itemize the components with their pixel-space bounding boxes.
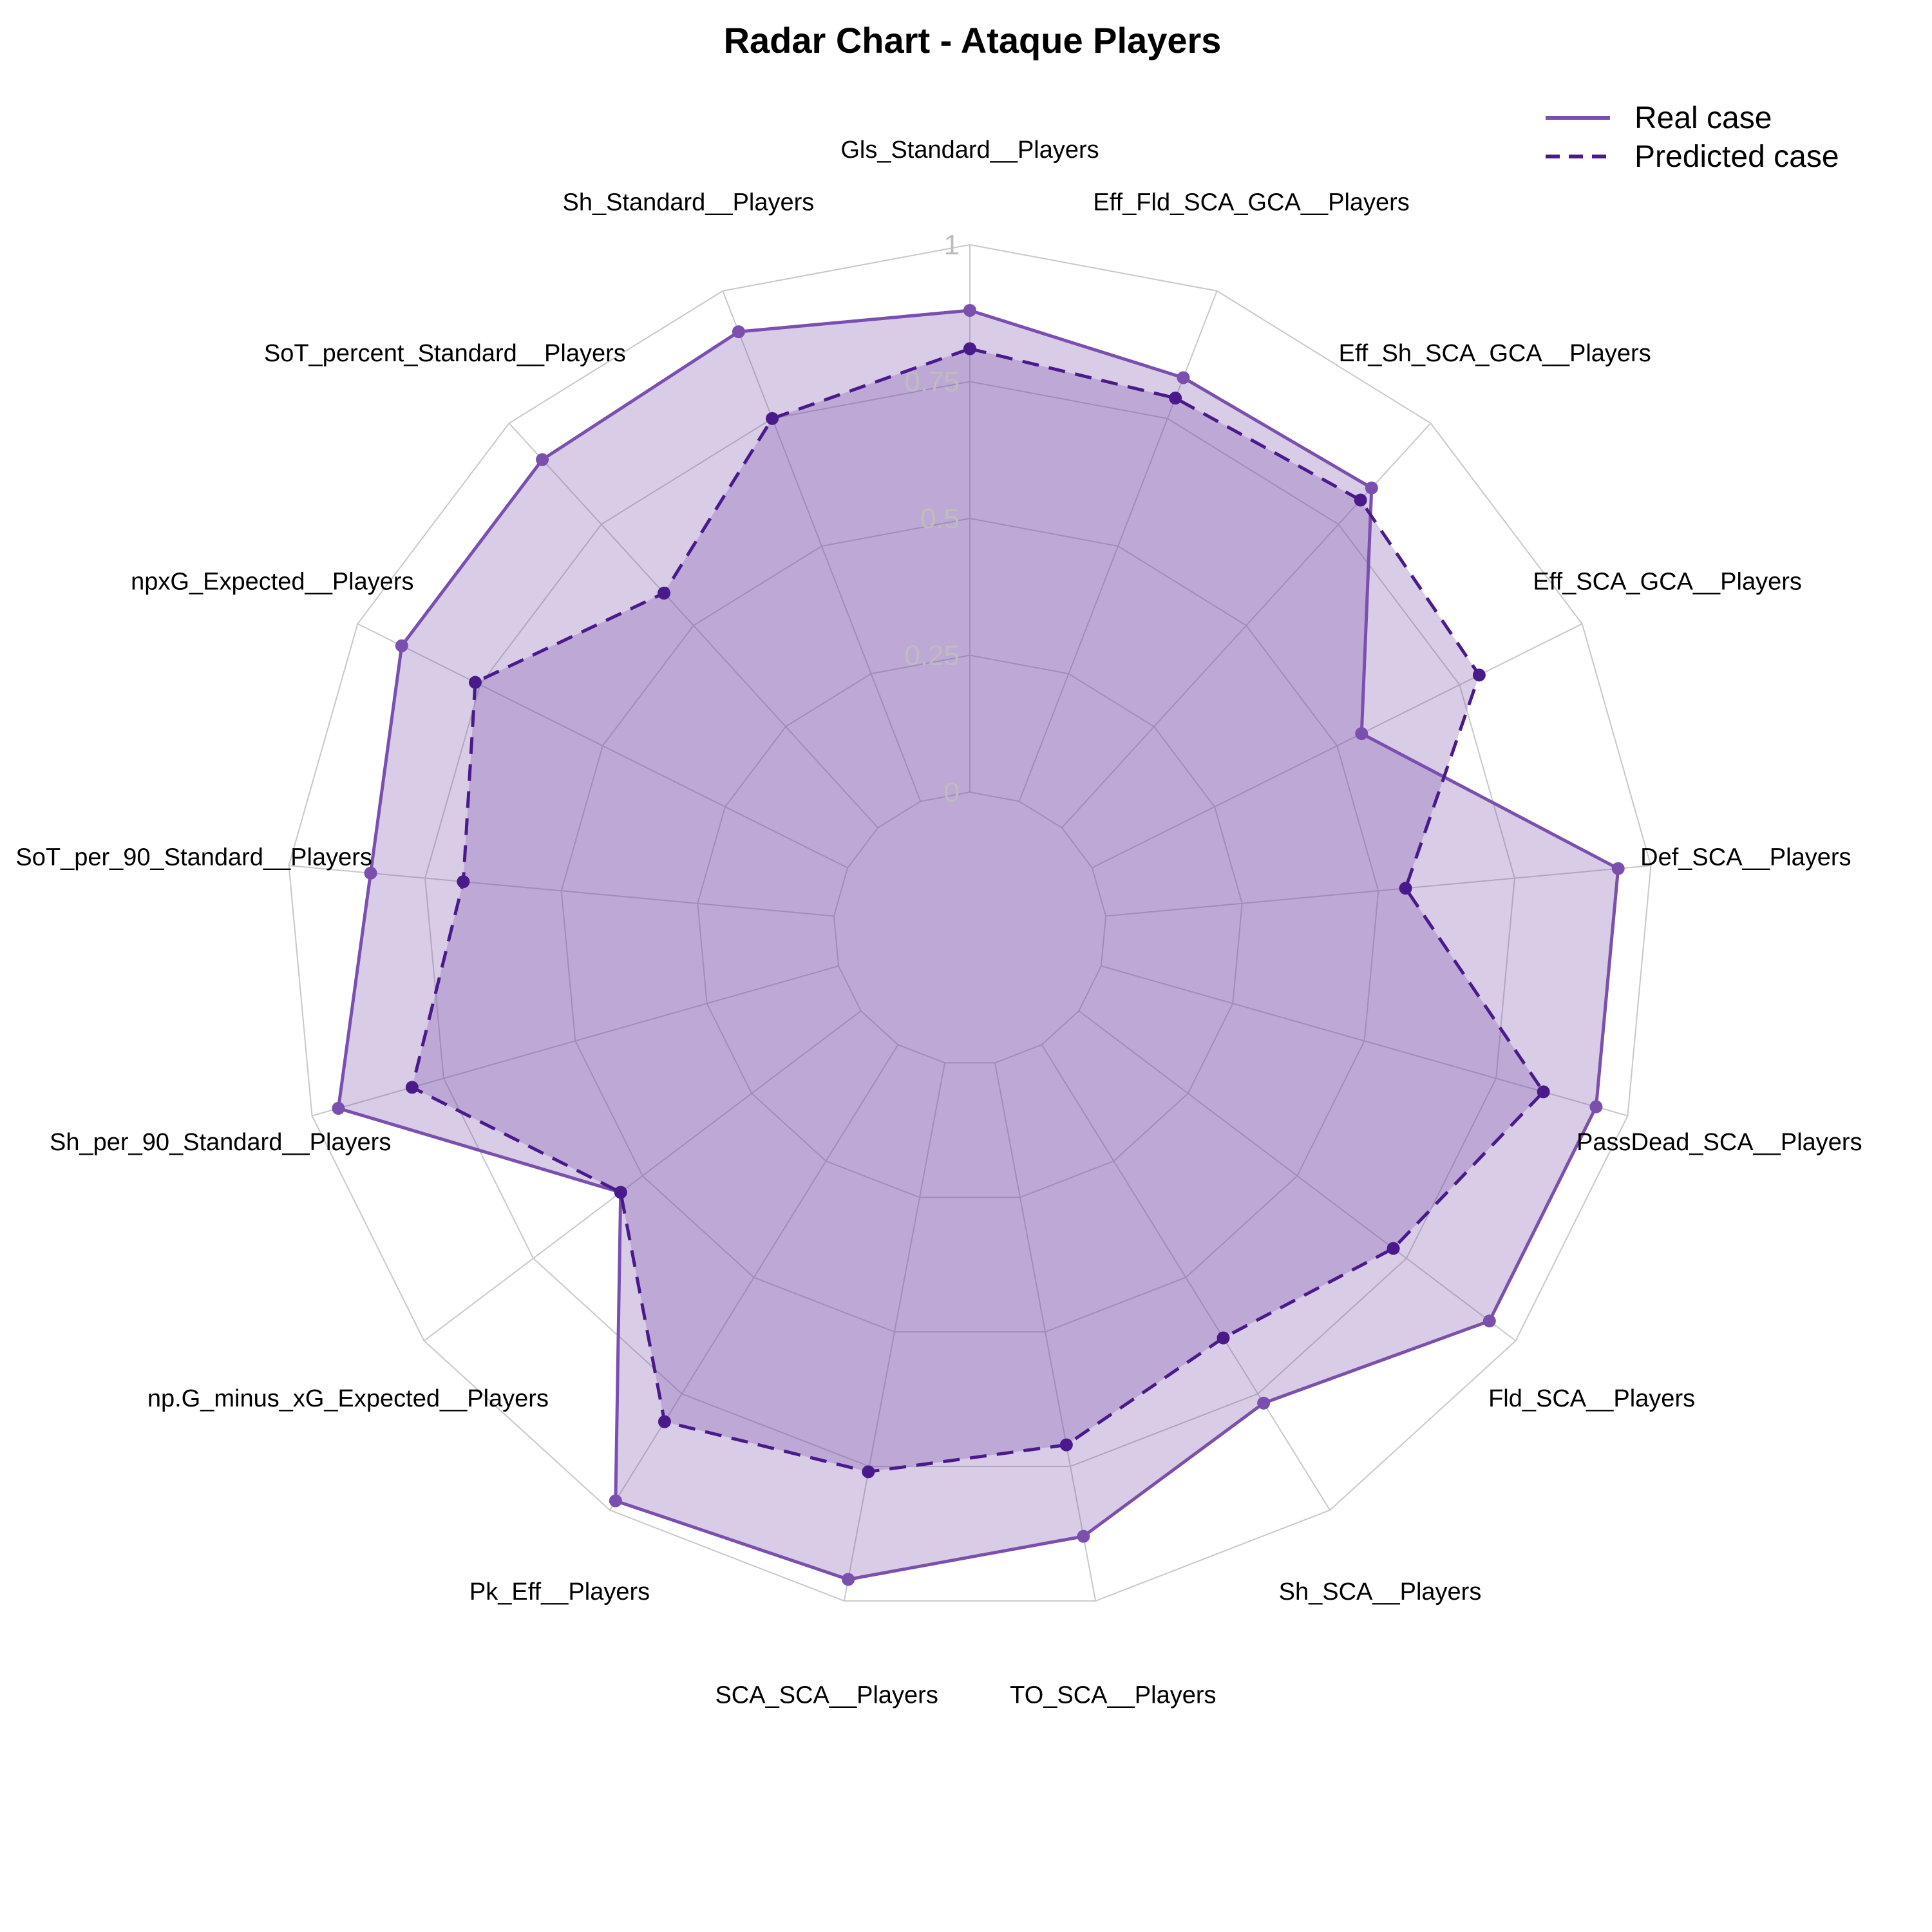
series-points xyxy=(332,304,1625,1586)
grid-spoke xyxy=(843,1063,946,1602)
axis-label: Sh_SCA__Players xyxy=(1279,1578,1482,1605)
grid-ring-2 xyxy=(560,517,1379,1333)
series-point-1 xyxy=(658,586,671,600)
series-point-0 xyxy=(609,1494,622,1508)
axis-label: npxG_Expected__Players xyxy=(131,569,413,596)
axis-label: np.G_minus_xG_Expected__Players xyxy=(147,1385,549,1412)
series-point-0 xyxy=(1589,1100,1603,1113)
axis-label: Def_SCA__Players xyxy=(1640,844,1851,871)
series-point-1 xyxy=(1354,493,1367,507)
grid-spoke xyxy=(994,1063,1097,1602)
grid-ring-4 xyxy=(288,243,1652,1602)
grid-spoke xyxy=(722,290,922,802)
axis-label: Eff_SCA_GCA__Players xyxy=(1533,569,1802,596)
series-point-0 xyxy=(1177,371,1190,384)
grid-spoke xyxy=(312,965,839,1117)
series-area-0 xyxy=(338,310,1618,1580)
series-line-0 xyxy=(336,308,1620,1581)
series-point-1 xyxy=(1387,1242,1400,1255)
grid-spoke xyxy=(289,865,834,917)
series-point-1 xyxy=(1217,1331,1230,1345)
axis-label: TO_SCA__Players xyxy=(1010,1681,1216,1709)
axis-label: PassDead_SCA__Players xyxy=(1577,1129,1862,1156)
tick-label: 0.5 xyxy=(920,503,960,535)
grid-spoke xyxy=(357,623,848,869)
tick-label: 0 xyxy=(944,777,960,808)
axis-label: Eff_Sh_SCA_GCA__Players xyxy=(1339,340,1651,367)
radar-grid xyxy=(288,243,1652,1602)
axis-label: SCA_SCA__Players xyxy=(715,1681,938,1709)
axis-label: Fld_SCA__Players xyxy=(1488,1385,1695,1412)
grid-spoke xyxy=(1041,1044,1331,1511)
series-point-1 xyxy=(457,875,470,889)
radial-tick-labels: 0 0.25 0.5 0.75 1 xyxy=(904,229,960,808)
series-point-0 xyxy=(1257,1396,1271,1410)
series-point-0 xyxy=(732,325,745,339)
grid-ring-1 xyxy=(697,654,1243,1198)
series-point-0 xyxy=(332,1101,345,1115)
axis-label: SoT_percent_Standard__Players xyxy=(264,340,626,367)
series-point-1 xyxy=(614,1186,627,1199)
grid-ring-3 xyxy=(424,381,1515,1468)
series-point-1 xyxy=(1169,392,1182,405)
grid-spoke xyxy=(1078,1010,1517,1341)
legend: Real case Predicted case xyxy=(1546,101,1839,174)
grid-spoke xyxy=(1092,623,1583,869)
series-point-1 xyxy=(766,412,779,425)
series-point-1 xyxy=(1472,668,1486,682)
series-point-0 xyxy=(842,1573,855,1586)
series-area-1 xyxy=(412,348,1544,1472)
axis-labels: Gls_Standard__Players Eff_Fld_SCA_GCA__Pl… xyxy=(15,137,1862,1709)
series-point-0 xyxy=(364,866,377,880)
axis-label: SoT_per_90_Standard__Players xyxy=(15,844,372,871)
series-point-0 xyxy=(1611,862,1625,875)
grid-spoke xyxy=(423,1010,862,1341)
series-point-1 xyxy=(405,1081,419,1094)
series-point-1 xyxy=(1399,882,1412,895)
series-point-0 xyxy=(1355,727,1368,741)
series-point-1 xyxy=(468,676,482,689)
series-point-1 xyxy=(1537,1085,1550,1099)
grid-spoke xyxy=(508,422,878,829)
axis-label: Sh_per_90_Standard__Players xyxy=(50,1129,391,1156)
legend-label-predicted: Predicted case xyxy=(1634,140,1839,174)
grid-ring-0 xyxy=(833,791,1107,1064)
series-point-0 xyxy=(1482,1314,1496,1328)
legend-label-real: Real case xyxy=(1634,101,1772,135)
series-point-0 xyxy=(536,453,549,466)
series-line-1 xyxy=(410,347,1546,1473)
axis-label: Sh_Standard__Players xyxy=(562,189,814,216)
series-point-0 xyxy=(963,304,976,317)
tick-label: 0.75 xyxy=(904,366,960,398)
series-point-1 xyxy=(658,1415,671,1428)
tick-label: 0.25 xyxy=(904,640,960,672)
axis-label: Pk_Eff__Players xyxy=(469,1578,650,1605)
series-areas xyxy=(338,310,1618,1580)
series-lines xyxy=(336,308,1620,1581)
tick-label: 1 xyxy=(944,229,960,261)
series-point-0 xyxy=(1077,1530,1090,1543)
axis-label: Gls_Standard__Players xyxy=(840,137,1099,164)
axis-label: Eff_Fld_SCA_GCA__Players xyxy=(1093,189,1409,216)
series-point-0 xyxy=(1365,481,1378,495)
series-point-0 xyxy=(395,639,408,652)
chart-title: Radar Chart - Ataque Players xyxy=(724,20,1222,61)
series-point-1 xyxy=(1059,1438,1073,1452)
grid-spoke xyxy=(1106,865,1651,917)
series-point-1 xyxy=(963,342,976,355)
series-point-1 xyxy=(862,1465,875,1479)
grid-spoke xyxy=(609,1044,899,1511)
